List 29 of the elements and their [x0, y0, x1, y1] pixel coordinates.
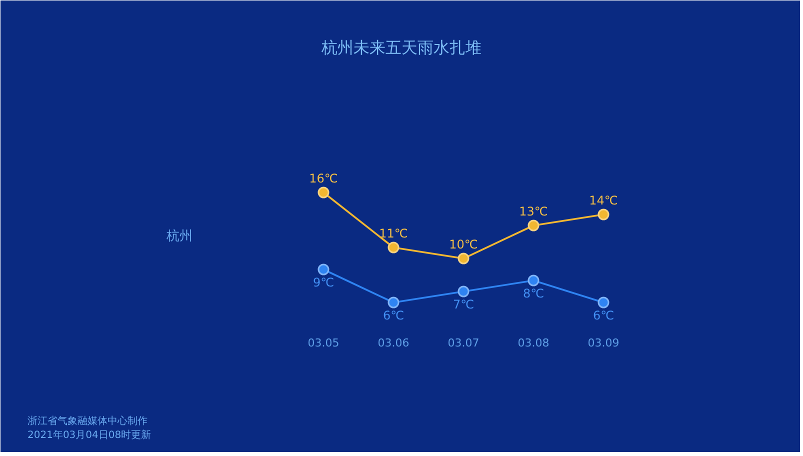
data-label: 13℃ — [519, 204, 548, 218]
point — [388, 242, 400, 254]
x-tick-label: 03.06 — [378, 336, 410, 350]
x-tick-label: 03.08 — [518, 336, 550, 350]
data-label: 14℃ — [589, 194, 618, 208]
data-label: 8℃ — [522, 286, 544, 300]
point — [458, 286, 470, 298]
text: 浙江省气象融媒体中心制作 — [28, 415, 148, 427]
chart-title: 杭州未来五天雨水扎堆 — [320, 38, 482, 57]
point — [598, 296, 610, 308]
point — [528, 220, 540, 232]
data-label: 7℃ — [452, 298, 474, 312]
data-label: 11℃ — [379, 226, 408, 240]
data-label: 16℃ — [309, 172, 338, 186]
data-label: 6℃ — [592, 308, 614, 322]
point — [318, 264, 330, 276]
point — [598, 208, 610, 220]
point — [388, 296, 400, 308]
x-tick-label: 03.07 — [448, 336, 480, 350]
data-label: 9℃ — [312, 276, 334, 290]
data-label: 10℃ — [449, 238, 478, 252]
text: 杭州 — [166, 229, 192, 244]
x-tick-label: 03.05 — [308, 336, 340, 350]
text: 2021年03月04日08时更新 — [28, 429, 152, 441]
point — [528, 274, 540, 286]
x-tick-label: 03.09 — [588, 336, 620, 350]
data-label: 6℃ — [382, 308, 404, 322]
point — [318, 186, 330, 198]
point — [458, 252, 470, 264]
